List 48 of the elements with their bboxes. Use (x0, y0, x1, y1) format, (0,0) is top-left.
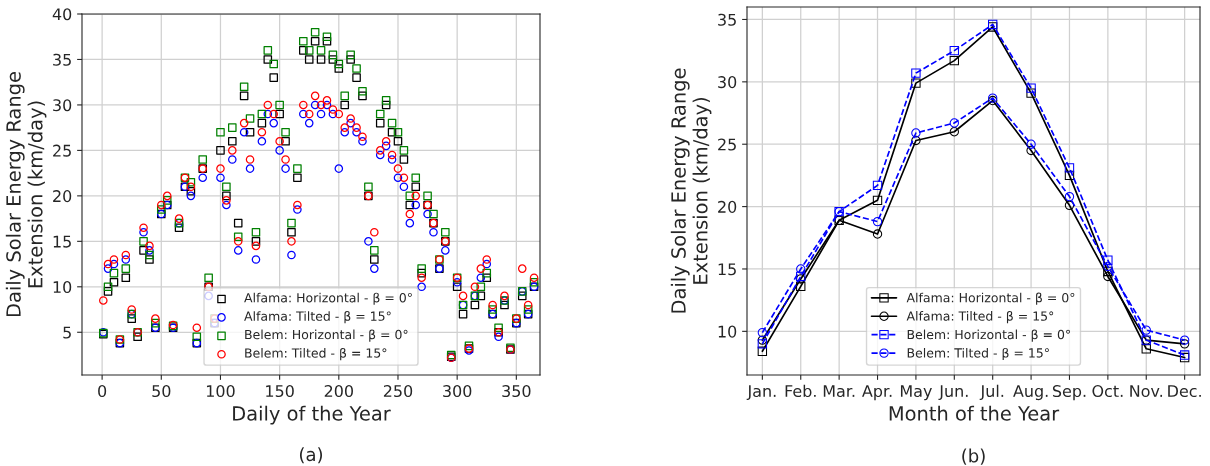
x-tick-label: Nov. (1130, 385, 1163, 398)
x-axis-title: Month of the Year (889, 405, 1060, 421)
y-tick-label: 15 (718, 263, 736, 276)
x-tick-label: 200 (324, 385, 353, 398)
y-tick-label: 5 (63, 326, 71, 339)
x-tick-label: Jul. (979, 384, 1004, 401)
x-tick-label: Oct. (1092, 385, 1123, 398)
y-tick-label: 10 (53, 281, 72, 294)
y-tick-label: 20 (53, 190, 72, 203)
text: (b) (962, 448, 985, 465)
y-tick-label: 35 (53, 53, 71, 66)
y-tick-label: 15 (53, 235, 71, 248)
y-tick-label: 25 (53, 144, 71, 157)
y-tick-label: 40 (52, 8, 72, 21)
y-tick-label: 35 (718, 13, 736, 26)
x-axis-title: Daily of the Year (233, 405, 391, 425)
legend-label: Alfama: Horizontal - β = 0° (906, 292, 1075, 305)
y-tick-label: 10 (718, 325, 737, 338)
y-tick-label: 25 (718, 138, 736, 151)
legend-label: Alfama: Horizontal - β = 0° (244, 292, 412, 305)
legend-label: Alfama: Tilted - β = 15° (906, 311, 1054, 324)
x-tick-label: Apr. (862, 385, 892, 401)
x-tick-label: 350 (502, 385, 531, 398)
x-tick-label: Sep. (1052, 385, 1086, 401)
legend-label: Belem: Tilted - β = 15° (245, 347, 387, 361)
x-tick-label: 300 (443, 385, 472, 398)
text: (a) (299, 447, 323, 464)
legend-label: Belem: Tilted - β = 15° (907, 347, 1049, 361)
legend-label: Belem: Horizontal - β = 0° (245, 329, 408, 342)
y-tick-label: 20 (718, 200, 737, 213)
legend-label: Belem: Horizontal - β = 0° (907, 329, 1070, 342)
x-tick-label: Dec. (1168, 385, 1201, 398)
x-tick-label: Jun. (938, 385, 968, 401)
x-tick-label: Jan. (746, 385, 776, 401)
x-tick-label: Aug. (1013, 385, 1048, 401)
x-tick-label: 250 (383, 385, 413, 398)
x-tick-label: 100 (206, 385, 235, 398)
x-tick-label: 50 (152, 385, 171, 398)
x-tick-label: 0 (98, 385, 107, 398)
x-tick-label: Feb. (785, 384, 816, 398)
legend-label: Alfama: Tilted - β = 15° (244, 311, 391, 324)
y-tick-label: 30 (718, 76, 737, 89)
y-axis-title: Daily Solar Energy Range Extension (km/day) (5, 72, 47, 317)
x-tick-label: May (900, 385, 932, 401)
y-axis-title: Daily Solar Energy Range Extension (km/day) (670, 68, 712, 313)
x-tick-label: 150 (266, 385, 294, 398)
x-tick-label: Mar. (823, 385, 855, 398)
y-tick-label: 30 (53, 99, 72, 112)
